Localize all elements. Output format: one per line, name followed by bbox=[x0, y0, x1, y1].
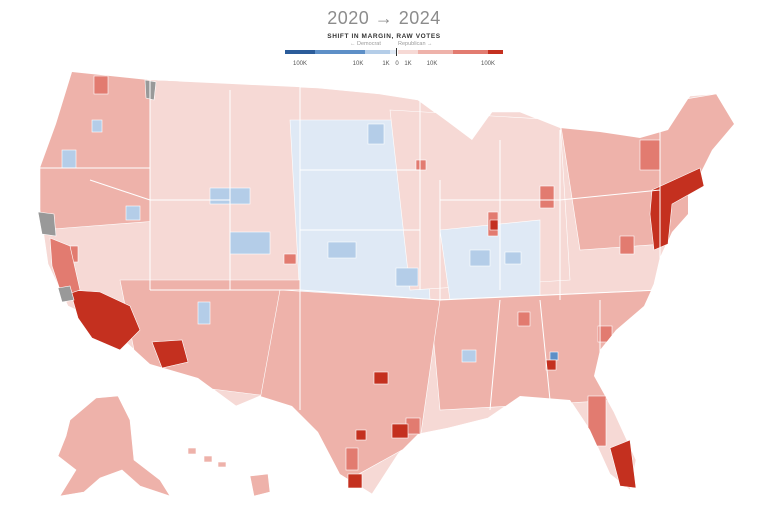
county-patch bbox=[197, 301, 211, 325]
county-patch bbox=[395, 267, 419, 287]
southern-california-shift bbox=[69, 289, 141, 351]
hawaii-island bbox=[187, 447, 197, 455]
northeast-corridor-shift bbox=[649, 167, 705, 251]
dallas-shift bbox=[373, 371, 389, 385]
chicago-shift bbox=[489, 219, 499, 231]
state-boundaries bbox=[40, 80, 661, 411]
hawaii-island bbox=[203, 455, 213, 463]
county-patch bbox=[461, 349, 477, 363]
county-patch bbox=[549, 351, 559, 361]
hawaii-island bbox=[217, 461, 227, 468]
county-patch bbox=[125, 205, 141, 221]
county-patch bbox=[597, 325, 613, 343]
legend-seg-dem-strong bbox=[285, 50, 315, 54]
no-data-coastal-california bbox=[57, 285, 75, 303]
county-patch bbox=[619, 235, 635, 255]
legend-seg-rep-strong bbox=[488, 50, 503, 54]
legend-tick-label: 1K bbox=[404, 61, 412, 67]
hawaii bbox=[187, 447, 271, 497]
legend-tick-label: 0 bbox=[395, 61, 399, 67]
county-patch bbox=[61, 149, 77, 169]
legend-republican-direction: Republican → bbox=[398, 41, 433, 47]
legend-seg-rep-faint bbox=[398, 50, 418, 54]
legend-tick-label: 100K bbox=[480, 61, 496, 67]
county-patch bbox=[639, 139, 661, 171]
legend-seg-rep-mid bbox=[453, 50, 488, 54]
county-patch bbox=[327, 241, 357, 259]
county-patch bbox=[587, 395, 607, 447]
county-patch bbox=[504, 251, 522, 265]
legend-zero-tick bbox=[396, 48, 397, 56]
county-patch bbox=[415, 159, 427, 171]
alaska bbox=[57, 395, 171, 497]
legend-tick-label: 100K bbox=[292, 61, 308, 67]
county-patch bbox=[93, 75, 109, 95]
county-patch bbox=[345, 447, 359, 471]
legend-tick-label: 10K bbox=[426, 61, 438, 67]
legend-seg-rep-light bbox=[418, 50, 453, 54]
legend-tick-label: 10K bbox=[352, 61, 364, 67]
legend-subtitle: SHIFT IN MARGIN, RAW VOTES bbox=[327, 33, 441, 40]
hawaii-big-island bbox=[249, 473, 271, 497]
county-patch bbox=[477, 429, 489, 439]
legend-seg-dem-mid bbox=[315, 50, 365, 54]
county-patch bbox=[367, 123, 385, 145]
county-patch bbox=[539, 185, 555, 209]
legend-seg-dem-faint bbox=[390, 50, 396, 54]
legend-tick-label: 1K bbox=[382, 61, 390, 67]
county-patch bbox=[517, 311, 531, 327]
south-florida-shift bbox=[609, 439, 637, 489]
legend-color-bar bbox=[285, 50, 503, 54]
legend-democrat-direction: ← Democrat bbox=[350, 41, 381, 47]
page-title: 2020 → 2024 bbox=[327, 8, 441, 28]
county-patch bbox=[229, 231, 271, 255]
phoenix-area-shift bbox=[151, 339, 189, 369]
houston-shift bbox=[391, 423, 409, 439]
county-patch bbox=[91, 119, 103, 133]
county-patch bbox=[469, 249, 491, 267]
atlanta-shift bbox=[545, 359, 557, 371]
no-data-northern-california bbox=[37, 211, 57, 237]
legend-seg-dem-light bbox=[365, 50, 390, 54]
rio-grande-shift bbox=[347, 473, 363, 489]
san-antonio-shift bbox=[355, 429, 367, 441]
county-patch bbox=[283, 253, 297, 265]
